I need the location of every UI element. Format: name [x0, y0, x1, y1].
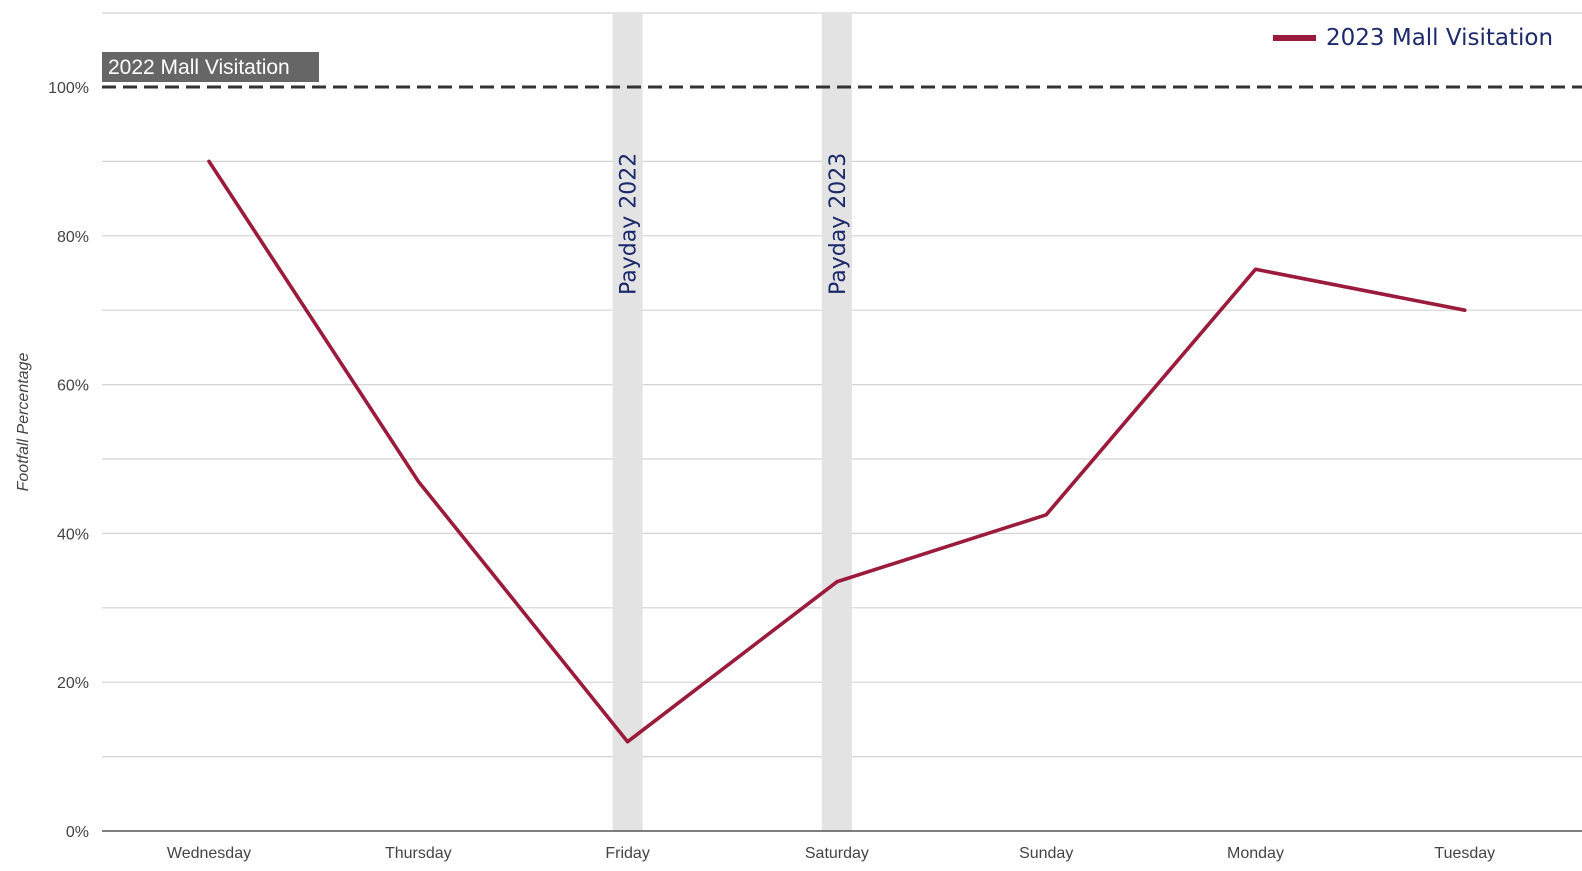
x-tick-label: Tuesday — [1434, 845, 1495, 862]
x-tick-label: Monday — [1227, 845, 1284, 862]
payday-band-label: Payday 2022 — [617, 153, 642, 295]
y-axis-title: Footfall Percentage — [15, 353, 32, 492]
data-point — [207, 159, 211, 163]
y-tick-label: 40% — [57, 526, 89, 543]
reference-label: 2022 Mall Visitation — [108, 56, 290, 79]
y-tick-label: 20% — [57, 675, 89, 692]
data-point — [1044, 513, 1048, 517]
payday-band-label: Payday 2023 — [826, 153, 851, 295]
x-tick-label: Friday — [605, 845, 649, 862]
data-point — [626, 740, 630, 744]
payday-band — [821, 13, 852, 831]
y-tick-label: 0% — [66, 824, 89, 841]
y-tick-label: 80% — [57, 229, 89, 246]
legend-label: 2023 Mall Visitation — [1326, 25, 1553, 51]
data-point — [416, 479, 420, 483]
x-tick-label: Wednesday — [167, 845, 251, 862]
data-point — [1254, 267, 1257, 271]
reference-label-box — [102, 52, 319, 82]
x-tick-label: Saturday — [805, 845, 869, 862]
payday-band — [612, 13, 643, 831]
x-tick-label: Sunday — [1019, 845, 1073, 862]
data-point — [1463, 308, 1467, 312]
y-tick-label: 60% — [57, 378, 89, 395]
y-tick-label: 100% — [48, 80, 89, 97]
data-point — [835, 580, 839, 584]
x-tick-label: Thursday — [385, 845, 452, 862]
